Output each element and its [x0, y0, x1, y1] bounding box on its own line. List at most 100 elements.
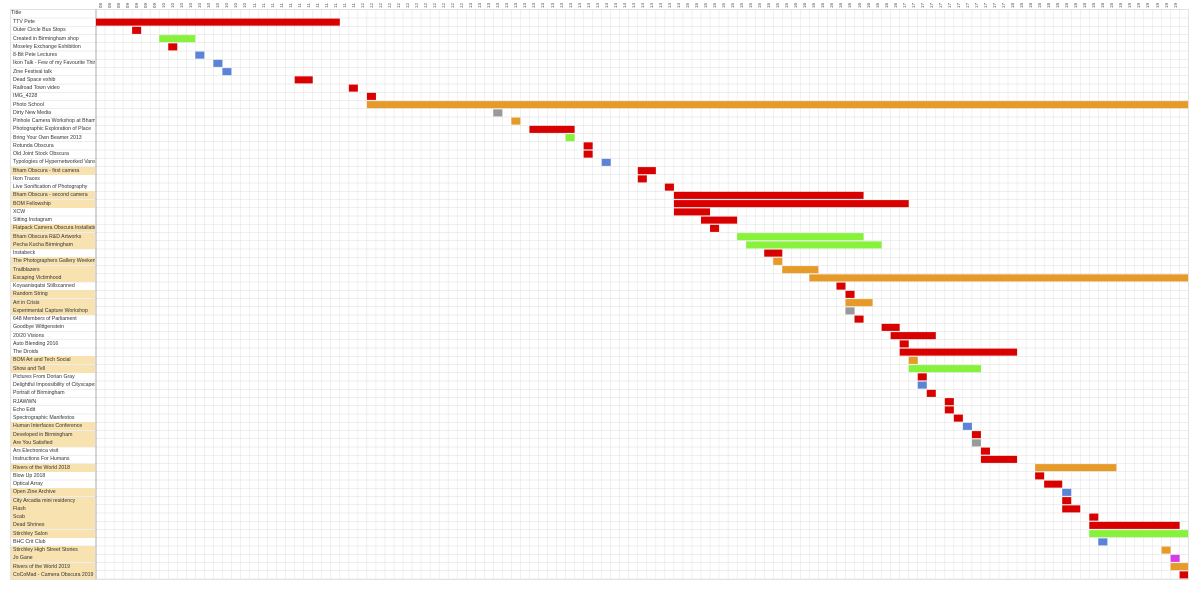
gantt-bar[interactable] [926, 389, 936, 397]
row-title[interactable]: Railroad Town video [13, 85, 60, 92]
row-title[interactable]: Typologies of Hypernetworked Vans [13, 159, 95, 166]
gantt-bar[interactable] [782, 266, 819, 274]
gantt-bar[interactable] [637, 175, 647, 183]
gantt-bar[interactable] [980, 455, 1018, 463]
row-title[interactable]: Pictures From Dorian Gray [13, 373, 75, 380]
gantt-bar[interactable] [294, 76, 313, 84]
row-title[interactable]: Dead Space exhib [13, 76, 56, 83]
row-title[interactable]: IMG_4228 [13, 93, 38, 100]
gantt-bar[interactable] [1062, 497, 1072, 505]
row-title[interactable]: Trailblazers [11, 265, 95, 274]
gantt-bar[interactable] [583, 142, 593, 150]
row-title[interactable]: Are You Satisfied [11, 438, 95, 447]
row-title[interactable]: Created in Birmingham shop [13, 35, 79, 42]
gantt-bar[interactable] [971, 431, 981, 439]
row-title[interactable]: Stirchley Salon [11, 529, 95, 538]
gantt-bar[interactable] [701, 216, 738, 224]
gantt-bar[interactable] [746, 241, 882, 249]
row-title[interactable]: City Arcadia mini residency [11, 496, 95, 505]
gantt-bar[interactable] [899, 340, 909, 348]
gantt-bar[interactable] [917, 373, 927, 381]
row-title[interactable]: BOM Fellowship [11, 199, 95, 208]
gantt-bar[interactable] [529, 125, 575, 133]
row-title[interactable]: Instabeck [13, 250, 36, 257]
gantt-bar[interactable] [1062, 488, 1072, 496]
row-title[interactable]: Sitting Instagram [13, 217, 52, 224]
row-title[interactable]: Moseley Exchange Exhibition [13, 43, 81, 50]
row-title[interactable]: Outer Circle Bus Stops [13, 27, 66, 34]
gantt-bar[interactable] [944, 406, 954, 414]
gantt-bar[interactable] [836, 282, 846, 290]
gantt-bar[interactable] [908, 356, 918, 364]
row-title[interactable]: Ikon Talk - Few of my Favourite Things [13, 60, 95, 67]
row-title[interactable]: Flatpack Camera Obscura Installation [11, 224, 95, 233]
gantt-bar[interactable] [1179, 571, 1188, 579]
row-title[interactable]: Goodbye Wittgenstein [13, 324, 65, 331]
gantt-bar[interactable] [809, 274, 1188, 282]
gantt-bar[interactable] [1044, 480, 1063, 488]
row-title[interactable]: 20/20 Visions [13, 332, 45, 339]
row-title[interactable]: CoCoMad - Camera Obscura 2019 [11, 570, 95, 579]
row-title[interactable]: Blow Up 2018 [13, 472, 46, 479]
row-title[interactable]: Photographic Exploration of Place [13, 126, 92, 133]
row-title[interactable]: Old Joint Stock Obscura [13, 151, 69, 158]
row-title[interactable]: Spectrographic Manifestos [13, 415, 75, 422]
row-title[interactable]: BOM Art and Tech Social [11, 356, 95, 365]
row-title[interactable]: Rivers of the World 2018 [11, 463, 95, 472]
gantt-bar[interactable] [917, 381, 927, 389]
gantt-bar[interactable] [1089, 513, 1099, 521]
gantt-bar[interactable] [890, 332, 936, 340]
row-title[interactable]: Zine Festival talk [13, 68, 52, 75]
row-title[interactable]: 8-Bit Pete Lectures [13, 52, 58, 59]
row-title[interactable]: BHC Crit Club [13, 538, 46, 545]
gantt-bar[interactable] [673, 200, 909, 208]
gantt-bar[interactable] [348, 84, 358, 92]
gantt-bar[interactable] [1098, 538, 1108, 546]
gantt-bar[interactable] [493, 109, 503, 117]
row-title[interactable]: Art in Crisis [11, 298, 95, 307]
gantt-bar[interactable] [168, 43, 178, 51]
gantt-bar[interactable] [971, 439, 981, 447]
gantt-bar[interactable] [773, 257, 783, 265]
gantt-bar[interactable] [953, 414, 963, 422]
row-title[interactable]: Rivers of the World 2019 [11, 562, 95, 571]
gantt-bar[interactable] [222, 68, 232, 76]
gantt-bar[interactable] [366, 92, 376, 100]
row-title[interactable]: Photo School [13, 101, 44, 108]
gantt-bar[interactable] [601, 158, 611, 166]
row-title[interactable]: Ars Electronica visit [13, 448, 59, 455]
gantt-bar[interactable] [845, 299, 873, 307]
row-title[interactable]: Random String [11, 290, 95, 299]
row-title[interactable]: Open Zine Archive [11, 488, 95, 497]
gantt-bar[interactable] [980, 447, 990, 455]
gantt-bar[interactable] [96, 18, 340, 26]
row-title[interactable]: Rotunda Obscura [13, 142, 54, 149]
row-title[interactable]: 648 Members of Parliament [13, 316, 77, 323]
row-title[interactable]: Pinhole Camera Workshop at Bham [13, 118, 95, 125]
row-title[interactable]: Human Interfaces Conference [11, 422, 95, 431]
gantt-bar[interactable] [673, 191, 864, 199]
gantt-bar[interactable] [664, 183, 674, 191]
gantt-bar[interactable] [583, 150, 593, 158]
gantt-bar[interactable] [1170, 554, 1180, 562]
row-title[interactable]: Developed in Birmingham [11, 430, 95, 439]
row-title[interactable]: Scab [11, 513, 95, 522]
row-title[interactable]: Pecha Kucha Birmingham [11, 240, 95, 249]
row-title[interactable]: Show and Tell [11, 364, 95, 373]
row-title[interactable]: Dead Shrines [11, 521, 95, 530]
gantt-bar[interactable] [764, 249, 783, 257]
gantt-bar[interactable] [1161, 546, 1171, 554]
row-title[interactable]: Instructions For Humans [13, 456, 70, 463]
row-title[interactable]: XCW [13, 208, 26, 215]
gantt-bar[interactable] [854, 315, 864, 323]
row-title[interactable]: Koyaanisqatsi Stillscanned [13, 283, 75, 290]
row-title[interactable]: Echo Edit [13, 406, 36, 413]
row-title[interactable]: Experimental Capture Workshop [11, 306, 95, 315]
row-title[interactable]: Stirchley High Street Stories [11, 546, 95, 555]
gantt-bar[interactable] [1035, 464, 1117, 472]
row-title[interactable]: Auto Blending 2016 [13, 340, 59, 347]
gantt-bar[interactable] [195, 51, 205, 59]
gantt-bar[interactable] [962, 422, 972, 430]
gantt-bar[interactable] [511, 117, 521, 125]
row-title[interactable]: The Photographers Gallery Weekender [11, 257, 95, 266]
